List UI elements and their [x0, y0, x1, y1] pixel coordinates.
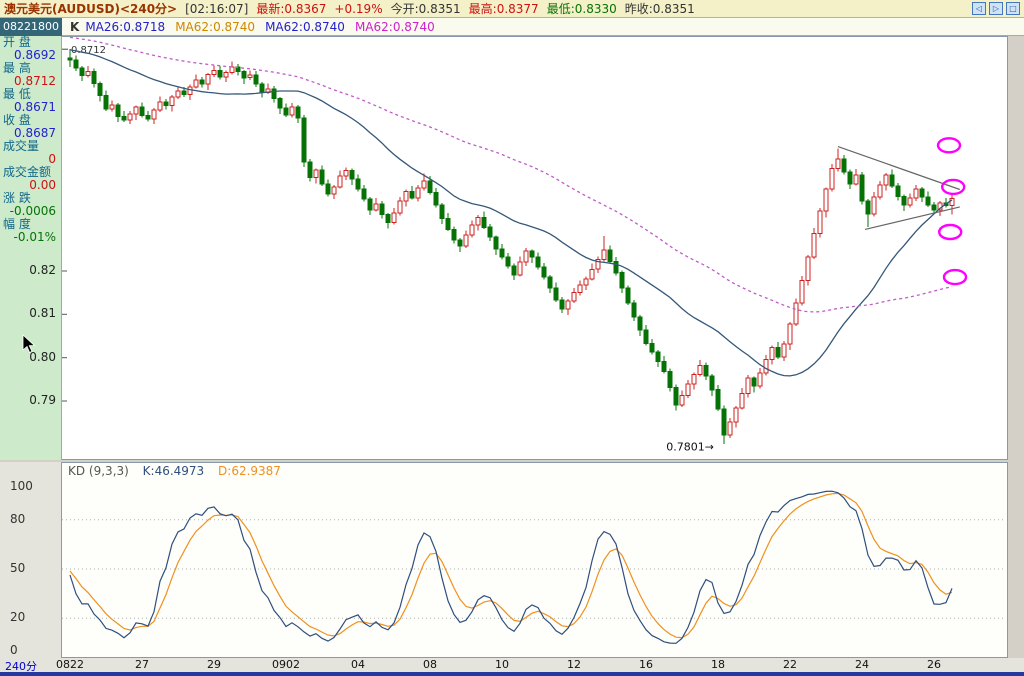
svg-text:0.8712: 0.8712: [71, 45, 106, 56]
kd-axis-value: 20: [10, 610, 26, 624]
kd-axis-value: 50: [10, 561, 26, 575]
quote-field: 最新:0.8367: [256, 2, 327, 16]
candles-layer: [67, 49, 955, 444]
time-axis-tick: 24: [855, 658, 869, 671]
ma-value: MA62:0.8740: [175, 19, 256, 34]
candlestick-chart-panel[interactable]: 0.8712 0.7801→: [62, 36, 1008, 460]
sidebar-field-value: 0.8671: [14, 100, 56, 114]
k-line: [69, 490, 953, 644]
sidebar-field-label: 涨 跌: [3, 191, 31, 205]
time-axis-tick: 10: [495, 658, 509, 671]
quote-field: 最低:0.8330: [546, 2, 617, 16]
kline-mode-label: K: [70, 19, 80, 34]
taskbar-edge: [0, 672, 1024, 676]
quote-field: 昨收:0.8351: [624, 2, 695, 16]
sidebar-field-label: 幅 度: [3, 217, 31, 231]
kd-header: KD (9,3,3) K:46.4973 D:62.9387: [68, 464, 291, 478]
indicator-info-bar: 08221800 K MA26:0.8718 MA62:0.8740 MA62:0.…: [0, 17, 1024, 36]
price-axis-label: 0.80: [29, 350, 56, 364]
titlebar-button-2[interactable]: ▷: [989, 2, 1003, 15]
sidebar-field-value: 0.00: [29, 178, 56, 192]
time-axis-tick: 04: [351, 658, 365, 671]
time-axis-tick: 18: [711, 658, 725, 671]
low-price-label: 0.7801→: [666, 441, 714, 454]
time-axis-tick: 0822: [56, 658, 84, 671]
trendline: [864, 206, 960, 230]
kd-k-value: K:46.4973: [142, 464, 205, 478]
period-label: 240分: [5, 660, 37, 673]
high-price-marker: 0.8712: [62, 45, 106, 56]
sidebar-field-label: 开 盘: [3, 35, 31, 49]
candlestick-chart[interactable]: 0.8712 0.7801→: [62, 37, 1006, 459]
ma62-line: [69, 37, 953, 313]
highlight-ellipse: [942, 268, 968, 286]
highlight-ellipse: [936, 137, 962, 154]
kd-axis-value: 0: [10, 643, 18, 657]
price-axis-label: 0.82: [29, 263, 56, 277]
mouse-cursor: [22, 334, 36, 354]
kd-axis-value: 80: [10, 512, 26, 526]
sidebar-field-value: -0.01%: [13, 230, 56, 244]
trendline: [837, 146, 960, 191]
price-axis-label: 0.79: [29, 393, 56, 407]
d-line: [69, 492, 953, 639]
time-axis-tick: 29: [207, 658, 221, 671]
highlight-ellipse: [941, 178, 966, 196]
quote-field: 最高:0.8377: [468, 2, 539, 16]
sidebar-field-value: 0.8687: [14, 126, 56, 140]
quote-info-sidebar: 开 盘 0.8692 最 高 0.8712 最 低 0.8671 收 盘 0.8687 成交量 0…: [0, 36, 62, 460]
time-axis-tick: 16: [639, 658, 653, 671]
time-axis-tick: 0902: [272, 658, 300, 671]
time-axis-tick: 08: [423, 658, 437, 671]
sidebar-field-value: 0: [48, 152, 56, 166]
titlebar-buttons: ◁ ▷ □: [972, 2, 1020, 15]
time-axis: 240分 0822 27 29 0902 04 08 10 12 16 18 22 24 26: [0, 658, 1024, 673]
kd-d-value: D:62.9387: [218, 464, 281, 478]
ma-values: MA26:0.8718 MA62:0.8740 MA62:0.8740 MA62:0.…: [85, 20, 445, 34]
instrument-title: 澳元美元(AUDUSD)<240分>: [4, 2, 178, 16]
quote-field: +0.19%: [334, 2, 383, 16]
sidebar-field-label: 成交金额: [3, 165, 52, 179]
quote-fields: 最新:0.8367 +0.19% 今开:0.8351 最高:0.8377 最低:0.83…: [256, 0, 702, 17]
price-axis-label: 0.81: [29, 306, 56, 320]
kd-axis-value: 100: [10, 479, 33, 493]
quote-field: 今开:0.8351: [390, 2, 461, 16]
quote-title-bar: 澳元美元(AUDUSD)<240分> [02:16:07] 最新:0.8367 +…: [0, 0, 1024, 18]
quote-time: [02:16:07]: [185, 1, 249, 16]
time-axis-tick: 12: [567, 658, 581, 671]
highlight-ellipse: [938, 223, 963, 241]
time-axis-tick: 22: [783, 658, 797, 671]
ma-value: MA62:0.8740: [354, 19, 435, 34]
titlebar-button-3[interactable]: □: [1006, 2, 1020, 15]
sidebar-field-label: 收 盘: [3, 113, 31, 127]
sidebar-field-value: 0.8712: [14, 74, 56, 88]
sidebar-field-label: 最 低: [3, 87, 31, 101]
time-axis-tick: 26: [927, 658, 941, 671]
kd-title: KD (9,3,3): [68, 464, 129, 478]
kd-axis-labels: 100 80 50 20 0: [0, 462, 62, 658]
ma-value: MA26:0.8718: [85, 19, 166, 34]
kd-chart[interactable]: [62, 463, 1006, 657]
ma-value: MA62:0.8740: [265, 19, 345, 34]
sidebar-field-value: -0.0006: [9, 204, 56, 218]
sidebar-field-label: 最 高: [3, 61, 31, 75]
kd-indicator-panel[interactable]: KD (9,3,3) K:46.4973 D:62.9387: [62, 462, 1008, 658]
sidebar-field-label: 成交量: [3, 139, 40, 153]
ma26-line: [69, 49, 953, 377]
time-axis-tick: 27: [135, 658, 149, 671]
titlebar-button-1[interactable]: ◁: [972, 2, 986, 15]
selected-bar-datetime: 08221800: [0, 17, 62, 36]
sidebar-field-value: 0.8692: [14, 48, 56, 62]
